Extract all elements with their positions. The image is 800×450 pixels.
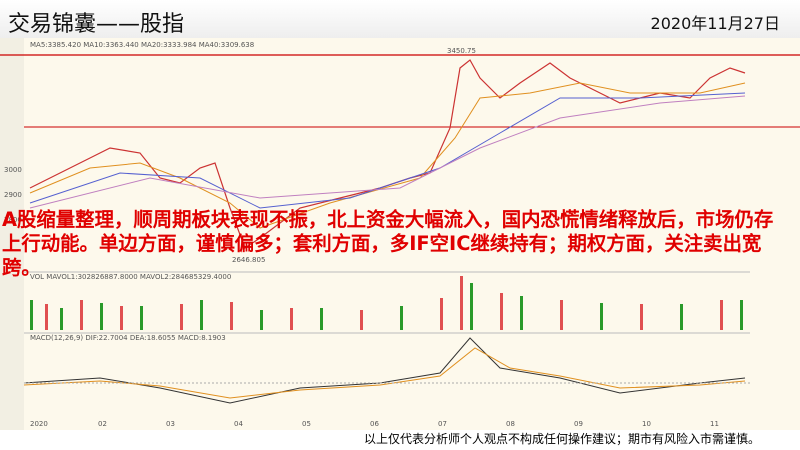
x-label: 10 xyxy=(642,420,651,428)
x-label: 09 xyxy=(574,420,583,428)
date: 2020年11月27日 xyxy=(650,14,780,33)
chart-screenshot: MA5:3385.420 MA10:3363.440 MA20:3333.984… xyxy=(0,38,800,430)
volume-legend: VOL MAVOL1:302826887.8000 MAVOL2:2846853… xyxy=(30,273,231,281)
x-label: 06 xyxy=(370,420,379,428)
footer: 以上仅代表分析师个人观点不构成任何操作建议；期市有风险入市需谨慎。 xyxy=(363,432,760,446)
x-label: 04 xyxy=(234,420,243,428)
title: 交易锦囊——股指 xyxy=(8,12,185,37)
high-label: 3450.75 xyxy=(447,47,476,55)
x-label: 07 xyxy=(438,420,447,428)
low-label: 2646.805 xyxy=(232,256,265,264)
y-label: 2900 xyxy=(4,191,22,199)
macd-legend: MACD(12,26,9) DIF:22.7004 DEA:18.6055 MA… xyxy=(30,334,226,342)
annotation: A股缩量整理，顺周期板块表现不振，北上资金大幅流入，国内恐慌情绪释放后，市场仍存… xyxy=(2,208,774,279)
x-label: 08 xyxy=(506,420,515,428)
x-label: 02 xyxy=(98,420,107,428)
header: 交易锦囊——股指 2020年11月27日 xyxy=(0,0,800,38)
x-label: 05 xyxy=(302,420,311,428)
x-label: 03 xyxy=(166,420,175,428)
x-label: 2020 xyxy=(30,420,48,428)
y-label: 3000 xyxy=(4,166,22,174)
x-labels: 2020 02 03 04 05 06 07 08 09 10 11 xyxy=(30,420,719,428)
price-legend: MA5:3385.420 MA10:3363.440 MA20:3333.984… xyxy=(30,41,254,49)
x-label: 11 xyxy=(710,420,719,428)
y-label: 2800 xyxy=(4,216,22,224)
